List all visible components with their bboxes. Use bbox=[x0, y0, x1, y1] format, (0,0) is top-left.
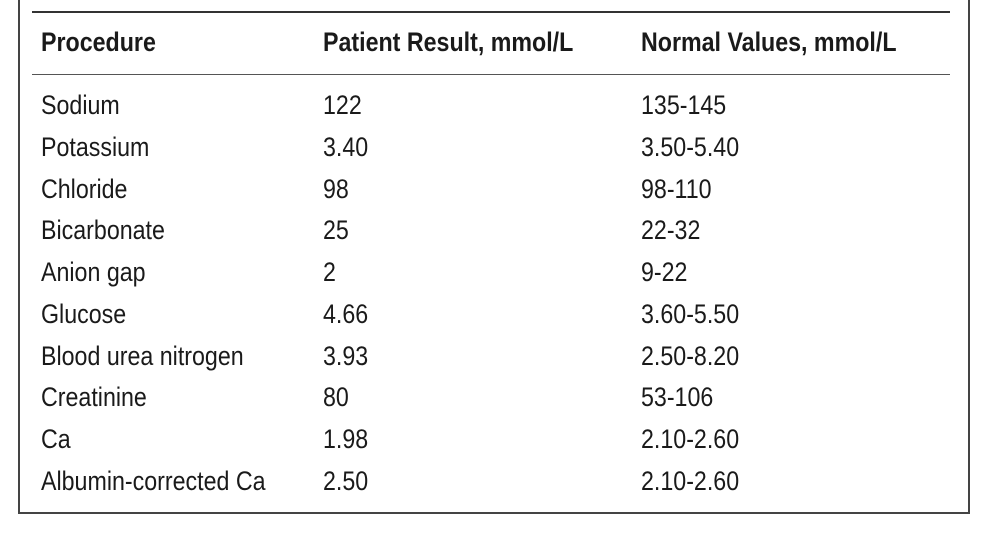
patient-result-cell: 2.50 bbox=[323, 466, 369, 496]
patient-result-cell: 25 bbox=[323, 215, 349, 245]
header-procedure: Procedure bbox=[41, 27, 156, 57]
normal-values-cell: 53-106 bbox=[641, 382, 714, 412]
patient-result-cell: 1.98 bbox=[323, 424, 369, 454]
patient-result-cell: 80 bbox=[323, 382, 349, 412]
normal-values-cell: 2.10-2.60 bbox=[641, 466, 740, 496]
procedure-cell: Potassium bbox=[41, 132, 150, 162]
patient-result-cell: 122 bbox=[323, 90, 362, 120]
procedure-cell: Glucose bbox=[41, 299, 127, 329]
patient-result-cell: 98 bbox=[323, 174, 349, 204]
procedure-cell: Ca bbox=[41, 424, 71, 454]
normal-values-cell: 22-32 bbox=[641, 215, 701, 245]
normal-values-cell: 135-145 bbox=[641, 90, 727, 120]
procedure-cell: Albumin-corrected Ca bbox=[41, 466, 266, 496]
patient-result-cell: 3.93 bbox=[323, 341, 369, 371]
normal-values-cell: 2.10-2.60 bbox=[641, 424, 740, 454]
procedure-cell: Chloride bbox=[41, 174, 128, 204]
normal-values-cell: 98-110 bbox=[641, 174, 712, 204]
patient-result-cell: 4.66 bbox=[323, 299, 369, 329]
procedure-cell: Anion gap bbox=[41, 257, 146, 287]
procedure-cell: Creatinine bbox=[41, 382, 147, 412]
normal-values-cell: 2.50-8.20 bbox=[641, 341, 740, 371]
patient-result-cell: 3.40 bbox=[323, 132, 369, 162]
table-header-rule bbox=[32, 74, 950, 75]
patient-result-cell: 2 bbox=[323, 257, 336, 287]
procedure-cell: Bicarbonate bbox=[41, 215, 165, 245]
normal-values-cell: 3.50-5.40 bbox=[641, 132, 740, 162]
table-frame bbox=[18, 0, 970, 514]
normal-values-cell: 9-22 bbox=[641, 257, 688, 287]
header-patient-result: Patient Result, mmol/L bbox=[323, 27, 574, 57]
table-top-rule bbox=[32, 11, 950, 13]
normal-values-cell: 3.60-5.50 bbox=[641, 299, 740, 329]
header-normal-values: Normal Values, mmol/L bbox=[641, 27, 897, 57]
procedure-cell: Blood urea nitrogen bbox=[41, 341, 244, 371]
procedure-cell: Sodium bbox=[41, 90, 120, 120]
